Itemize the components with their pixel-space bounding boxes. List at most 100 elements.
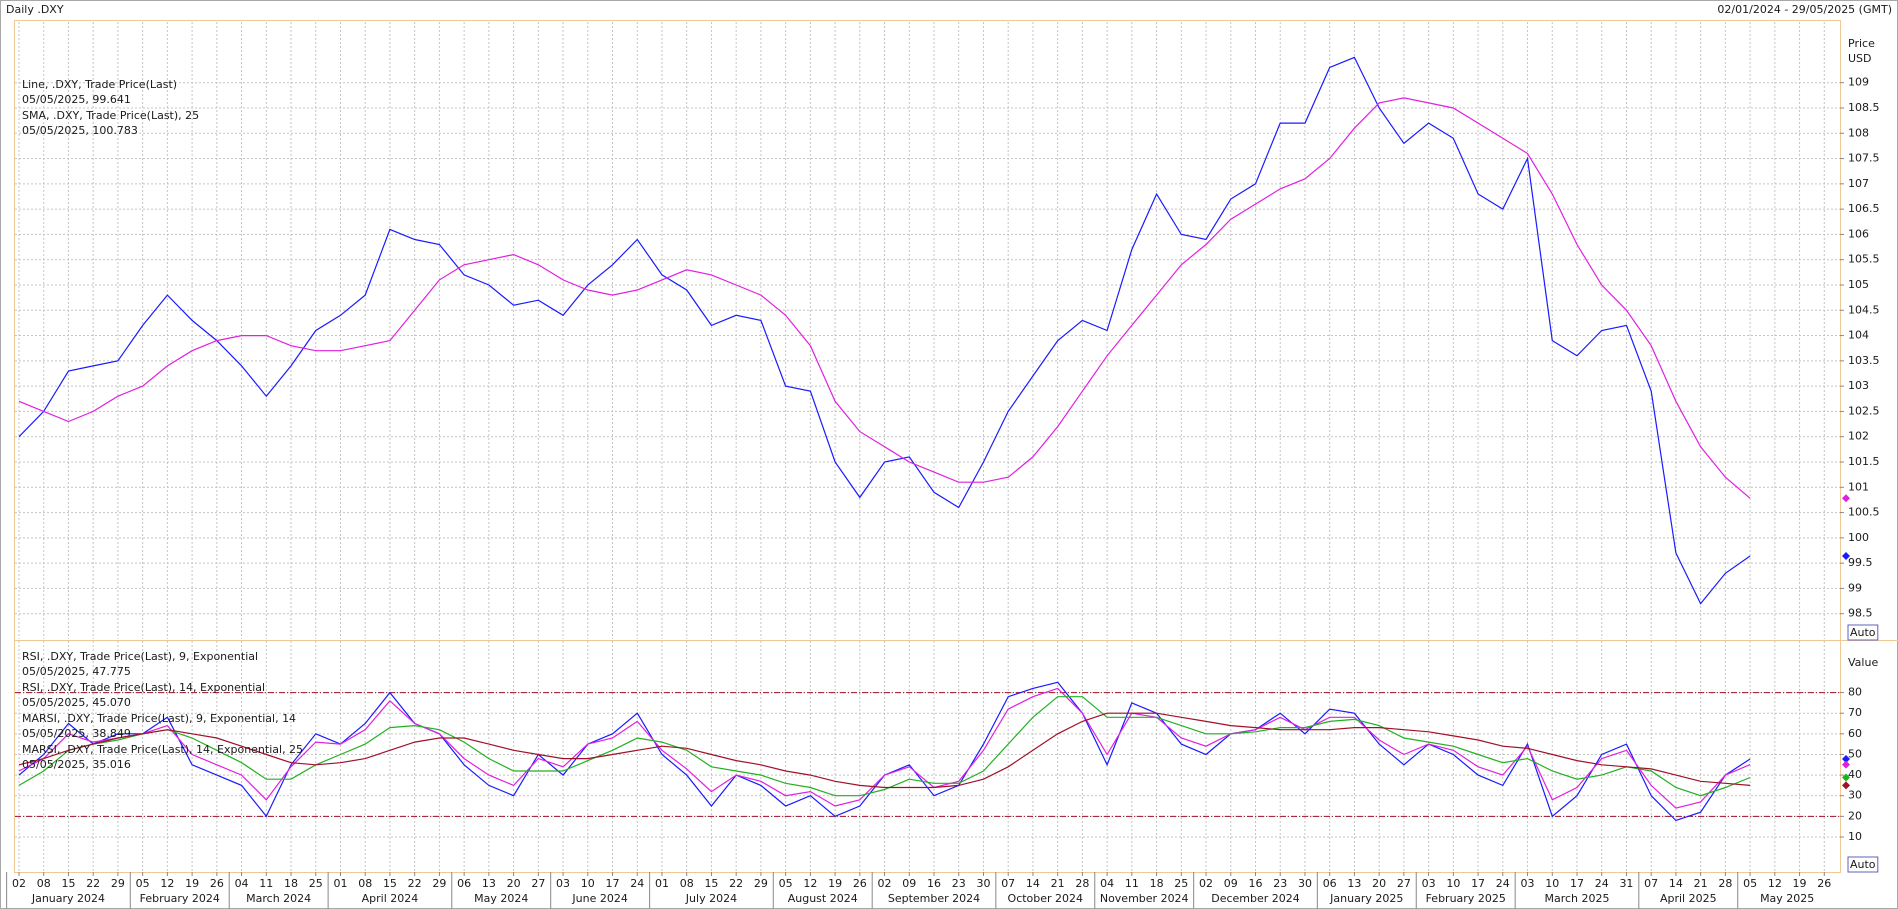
x-tick-label: 27 bbox=[1397, 877, 1411, 890]
month-label: November 2024 bbox=[1100, 892, 1189, 905]
x-tick-label: 22 bbox=[86, 877, 100, 890]
month-label: August 2024 bbox=[788, 892, 858, 905]
x-tick-label: 19 bbox=[1793, 877, 1807, 890]
x-tick-label: 15 bbox=[61, 877, 75, 890]
x-tick-label: 14 bbox=[1026, 877, 1040, 890]
legend-entry: RSI, .DXY, Trade Price(Last), 14, Expone… bbox=[22, 681, 265, 694]
plot-frame bbox=[14, 20, 1841, 873]
x-tick-label: 06 bbox=[457, 877, 471, 890]
x-tick-label: 01 bbox=[655, 877, 669, 890]
series-line bbox=[18, 56, 1751, 605]
auto-button-frame[interactable] bbox=[1847, 856, 1879, 873]
x-tick-label: 12 bbox=[160, 877, 174, 890]
x-tick-label: 15 bbox=[704, 877, 718, 890]
x-tick-label: 12 bbox=[1768, 877, 1782, 890]
axis-label: Price bbox=[1848, 37, 1875, 50]
y-tick-label: 101 bbox=[1848, 480, 1869, 493]
y-tick-label: 99 bbox=[1848, 581, 1862, 594]
x-tick-label: 29 bbox=[111, 877, 125, 890]
x-tick-label: 23 bbox=[952, 877, 966, 890]
y-tick-label: 108.5 bbox=[1848, 101, 1880, 114]
axis-label: Value bbox=[1848, 656, 1878, 669]
x-tick-label: 25 bbox=[1174, 877, 1188, 890]
header-left: Daily .DXY bbox=[6, 3, 64, 16]
x-tick-label: 02 bbox=[1199, 877, 1213, 890]
last-value-marker bbox=[1842, 773, 1850, 782]
last-value-marker bbox=[1842, 494, 1850, 503]
month-label: May 2024 bbox=[474, 892, 528, 905]
x-tick-label: 02 bbox=[878, 877, 892, 890]
x-tick-label: 28 bbox=[1718, 877, 1732, 890]
x-tick-label: 28 bbox=[1075, 877, 1089, 890]
x-tick-label: 08 bbox=[37, 877, 51, 890]
month-label: February 2024 bbox=[140, 892, 220, 905]
legend-value: 05/05/2025, 99.641 bbox=[22, 93, 131, 106]
x-tick-label: 24 bbox=[1595, 877, 1609, 890]
x-tick-label: 24 bbox=[630, 877, 644, 890]
x-tick-label: 26 bbox=[1817, 877, 1831, 890]
month-label: January 2024 bbox=[31, 892, 105, 905]
x-tick-label: 04 bbox=[235, 877, 249, 890]
auto-button[interactable]: Auto bbox=[1850, 858, 1876, 871]
x-tick-label: 08 bbox=[358, 877, 372, 890]
x-tick-label: 12 bbox=[803, 877, 817, 890]
header-right: 02/01/2024 - 29/05/2025 (GMT) bbox=[1717, 3, 1892, 16]
month-label: April 2025 bbox=[1660, 892, 1717, 905]
x-tick-label: 22 bbox=[408, 877, 422, 890]
last-value-marker bbox=[1842, 760, 1850, 769]
x-tick-label: 05 bbox=[779, 877, 793, 890]
month-label: October 2024 bbox=[1008, 892, 1084, 905]
month-label: December 2024 bbox=[1211, 892, 1300, 905]
x-tick-label: 16 bbox=[1249, 877, 1263, 890]
month-label: March 2024 bbox=[246, 892, 311, 905]
series-line bbox=[18, 712, 1751, 789]
x-tick-label: 08 bbox=[680, 877, 694, 890]
x-tick-label: 14 bbox=[1669, 877, 1683, 890]
y-tick-label: 104 bbox=[1848, 329, 1869, 342]
auto-button-frame[interactable] bbox=[1847, 624, 1879, 641]
x-tick-label: 07 bbox=[1644, 877, 1658, 890]
x-tick-label: 06 bbox=[1323, 877, 1337, 890]
x-tick-label: 21 bbox=[1694, 877, 1708, 890]
x-tick-label: 15 bbox=[383, 877, 397, 890]
legend-value: 05/05/2025, 100.783 bbox=[22, 124, 138, 137]
month-label: May 2025 bbox=[1760, 892, 1814, 905]
x-tick-label: 26 bbox=[210, 877, 224, 890]
y-tick-label: 102 bbox=[1848, 430, 1869, 443]
y-tick-label: 100.5 bbox=[1848, 506, 1880, 519]
series-line bbox=[18, 97, 1751, 499]
x-tick-label: 24 bbox=[1496, 877, 1510, 890]
y-tick-label: 104.5 bbox=[1848, 303, 1880, 316]
x-tick-label: 18 bbox=[1150, 877, 1164, 890]
x-tick-label: 23 bbox=[1273, 877, 1287, 890]
series-line bbox=[18, 687, 1751, 809]
y-tick-label: 30 bbox=[1848, 789, 1862, 802]
x-tick-label: 01 bbox=[333, 877, 347, 890]
y-tick-label: 70 bbox=[1848, 706, 1862, 719]
x-tick-label: 11 bbox=[1125, 877, 1139, 890]
x-tick-label: 17 bbox=[606, 877, 620, 890]
month-label: April 2024 bbox=[362, 892, 419, 905]
month-label: July 2024 bbox=[685, 892, 737, 905]
series-line bbox=[18, 696, 1751, 797]
x-tick-label: 03 bbox=[1422, 877, 1436, 890]
x-tick-label: 07 bbox=[1001, 877, 1015, 890]
legend-entry: SMA, .DXY, Trade Price(Last), 25 bbox=[22, 109, 199, 122]
month-label: February 2025 bbox=[1426, 892, 1506, 905]
x-tick-label: 11 bbox=[259, 877, 273, 890]
x-tick-label: 29 bbox=[754, 877, 768, 890]
y-tick-label: 102.5 bbox=[1848, 404, 1880, 417]
y-tick-label: 103 bbox=[1848, 379, 1869, 392]
y-tick-label: 107.5 bbox=[1848, 152, 1880, 165]
x-tick-label: 16 bbox=[927, 877, 941, 890]
x-tick-label: 09 bbox=[902, 877, 916, 890]
y-tick-label: 101.5 bbox=[1848, 455, 1880, 468]
x-tick-label: 19 bbox=[828, 877, 842, 890]
y-tick-label: 109 bbox=[1848, 76, 1869, 89]
y-tick-label: 103.5 bbox=[1848, 354, 1880, 367]
legend-entry: Line, .DXY, Trade Price(Last) bbox=[22, 78, 177, 91]
legend-value: 05/05/2025, 47.775 bbox=[22, 665, 131, 678]
auto-button[interactable]: Auto bbox=[1850, 626, 1876, 639]
last-value-marker bbox=[1842, 552, 1850, 561]
month-label: September 2024 bbox=[888, 892, 980, 905]
